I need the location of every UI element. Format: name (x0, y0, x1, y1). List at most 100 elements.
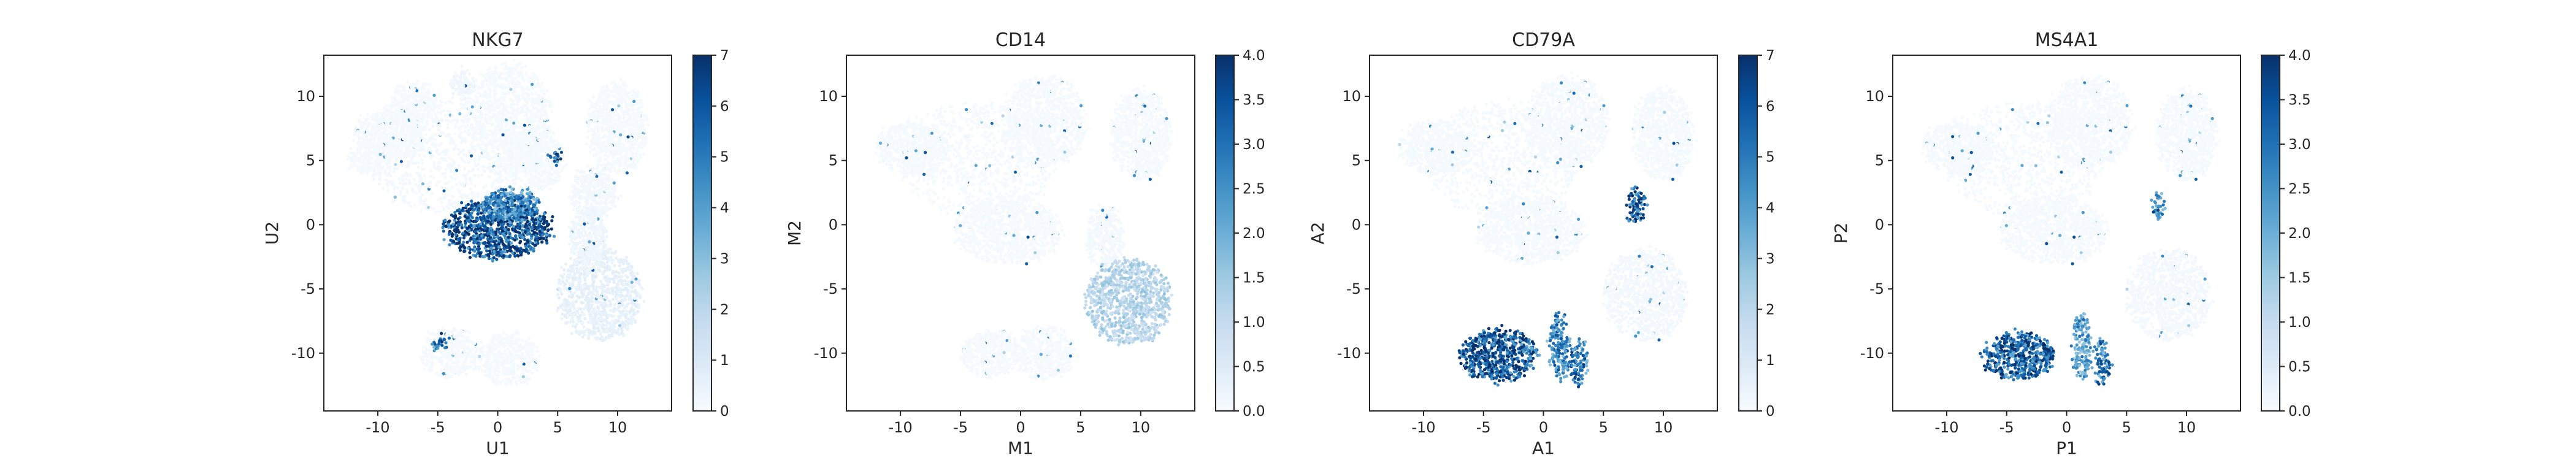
data-point (482, 74, 485, 77)
data-point (592, 167, 595, 171)
data-point (523, 162, 526, 165)
data-point (623, 129, 626, 132)
data-point (546, 175, 549, 178)
data-point (626, 123, 629, 126)
data-point (597, 121, 600, 125)
data-point (410, 85, 413, 88)
data-point (604, 158, 607, 161)
data-point (541, 136, 544, 139)
data-point (413, 98, 416, 101)
data-point (635, 139, 638, 142)
data-point (407, 136, 410, 139)
data-point (485, 137, 488, 140)
data-point (588, 123, 591, 126)
data-point (510, 166, 513, 169)
data-point (608, 139, 611, 142)
data-point (537, 177, 540, 180)
data-point (515, 117, 518, 120)
data-point (461, 107, 464, 110)
data-point (473, 174, 476, 177)
data-point (483, 108, 486, 111)
data-point (451, 114, 454, 117)
data-point (627, 96, 630, 99)
data-point (426, 119, 429, 122)
data-point (562, 154, 565, 157)
data-point (384, 151, 387, 155)
data-point (394, 196, 397, 199)
data-point (457, 164, 460, 167)
data-point (517, 95, 520, 98)
data-point (418, 139, 421, 142)
data-point (550, 219, 553, 222)
data-point (615, 85, 618, 88)
data-point (518, 231, 521, 234)
data-point (523, 124, 526, 127)
data-point (379, 134, 382, 137)
data-point (352, 139, 355, 142)
data-point (625, 163, 628, 166)
data-point (414, 183, 417, 186)
data-point (633, 147, 636, 150)
data-point (517, 75, 520, 78)
data-point (422, 104, 425, 107)
data-point (463, 167, 466, 171)
data-point (632, 161, 635, 164)
data-point (498, 177, 501, 180)
data-point (504, 86, 507, 90)
data-point (434, 210, 437, 213)
data-point (591, 129, 594, 132)
data-point (477, 86, 480, 89)
data-point (481, 104, 484, 107)
data-point (577, 205, 580, 209)
data-point (597, 135, 600, 138)
data-point (606, 194, 609, 197)
data-point (416, 80, 419, 83)
data-point (385, 155, 388, 158)
data-point (469, 237, 472, 240)
data-point (525, 158, 528, 161)
data-point (615, 134, 618, 137)
data-point (607, 161, 610, 164)
data-point (534, 175, 537, 178)
data-point (594, 142, 597, 145)
data-point (530, 146, 533, 149)
data-point (440, 201, 443, 204)
data-point (535, 83, 538, 86)
data-point (521, 157, 524, 160)
data-point (406, 191, 409, 194)
data-point (587, 129, 590, 132)
data-point (503, 67, 506, 71)
data-point (519, 253, 523, 256)
data-point (407, 125, 410, 128)
data-point (438, 123, 441, 126)
data-point (470, 155, 473, 158)
data-point (460, 140, 463, 144)
data-point (591, 105, 594, 108)
data-point (437, 168, 440, 171)
data-point (623, 98, 626, 101)
data-point (631, 94, 634, 97)
data-point (619, 194, 623, 197)
data-point (491, 115, 494, 118)
data-point (534, 91, 537, 94)
data-point (632, 126, 635, 129)
data-point (429, 175, 432, 178)
data-point (472, 239, 475, 242)
data-point (374, 132, 377, 136)
data-point (543, 169, 546, 172)
data-point (600, 86, 603, 90)
data-point (515, 148, 518, 151)
data-point (437, 180, 440, 183)
data-point (401, 186, 404, 190)
data-point (543, 212, 546, 215)
data-point (418, 190, 421, 193)
data-point (526, 142, 529, 145)
data-point (617, 104, 620, 107)
data-point (412, 140, 415, 143)
data-point (410, 101, 413, 104)
data-point (467, 171, 470, 174)
data-point (405, 165, 408, 168)
data-point (635, 149, 638, 152)
data-point (627, 136, 630, 139)
data-point (491, 161, 494, 164)
